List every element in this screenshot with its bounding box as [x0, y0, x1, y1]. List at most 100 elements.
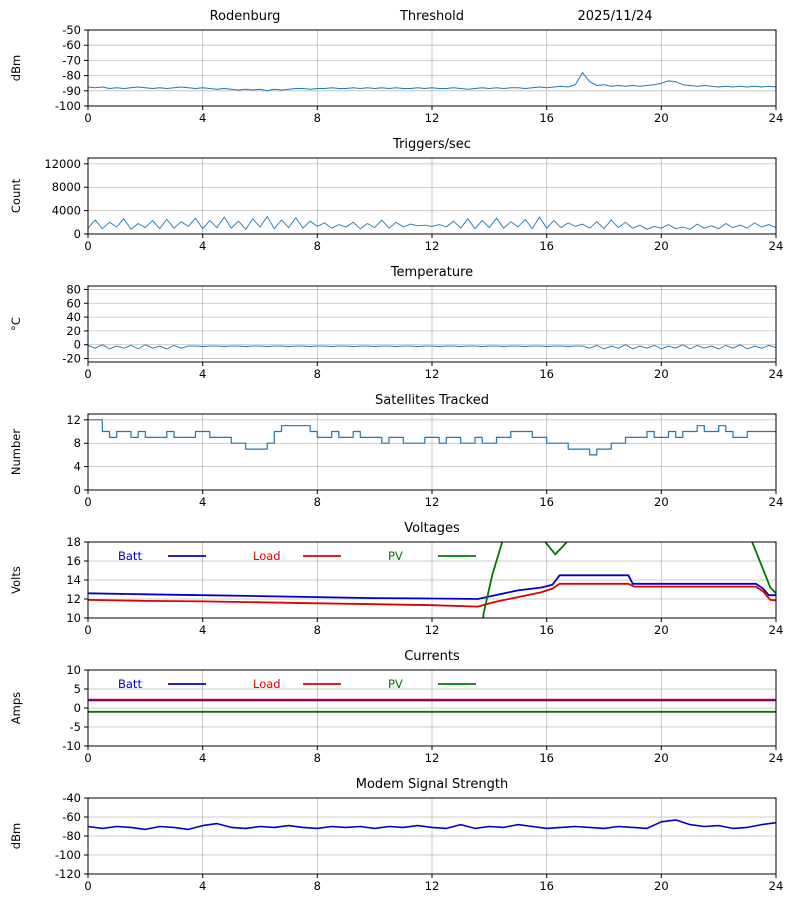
- legend-label-batt: Batt: [118, 549, 142, 563]
- chart-threshold: 0 4 8 12 16 20 24 -50 -60 -70 -80 -90 -100 dBm Rodenbu…: [0, 4, 800, 132]
- x-tick-label: 16: [539, 239, 554, 253]
- legend-label-batt: Batt: [118, 677, 142, 691]
- y-tick-label: -60: [62, 810, 81, 824]
- y-axis-label: Amps: [9, 692, 23, 724]
- x-tick-label: 4: [199, 495, 206, 509]
- y-tick-label: 40: [66, 310, 81, 324]
- x-tick-label: 4: [199, 623, 206, 637]
- x-tick-label: 0: [84, 111, 91, 125]
- x-tick-label: 0: [84, 239, 91, 253]
- chart-svg-voltages: 0 4 8 12 16 20 24 10 12 14 16 18 Volts Voltages Batt Lo…: [9, 521, 784, 637]
- x-tick-label: 20: [654, 623, 669, 637]
- x-tick-label: 4: [199, 239, 206, 253]
- x-tick-label: 16: [539, 367, 554, 381]
- chart-satellites: 0 4 8 12 16 20 24 0 4 8 12 Number Satellites Tracked: [0, 388, 800, 516]
- y-tick-label: 10: [66, 611, 81, 625]
- y-tick-label: -20: [62, 352, 81, 366]
- x-tick-label: 8: [314, 879, 321, 893]
- x-tick-label: 12: [425, 495, 440, 509]
- x-tick-label: 0: [84, 751, 91, 765]
- chart-title: Satellites Tracked: [375, 393, 489, 408]
- x-tick-label: 20: [654, 111, 669, 125]
- y-axis-label: Count: [9, 178, 23, 213]
- series-signal-dbm: [88, 72, 776, 92]
- y-tick-label: 0: [74, 227, 81, 241]
- x-tick-label: 24: [769, 751, 784, 765]
- series-modem-dbm: [88, 819, 776, 831]
- y-tick-label: -5: [70, 720, 81, 734]
- x-tick-label: 8: [314, 623, 321, 637]
- x-tick-label: 16: [539, 751, 554, 765]
- y-axis-label: dBm: [9, 55, 23, 81]
- x-tick-label: 24: [769, 623, 784, 637]
- x-tick-label: 4: [199, 367, 206, 381]
- chart-svg-threshold: 0 4 8 12 16 20 24 -50-60-70 -80-90-100 dBm Rodenbu…: [9, 9, 784, 125]
- chart-title: Threshold: [399, 9, 464, 24]
- x-tick-label: 16: [539, 623, 554, 637]
- x-tick-label: 8: [314, 495, 321, 509]
- series-load-volts: [88, 582, 776, 608]
- chart-title: Voltages: [404, 521, 460, 536]
- y-tick-label: -40: [62, 791, 81, 805]
- y-tick-label: 0: [74, 701, 81, 715]
- x-tick-label: 4: [199, 879, 206, 893]
- chart-title: Modem Signal Strength: [356, 777, 509, 792]
- y-tick-label: -80: [62, 829, 81, 843]
- y-tick-label: -70: [62, 53, 81, 67]
- chart-svg-currents: 0 4 8 12 16 20 24 -10 -5 0 5 10 Amps Currents Batt Load…: [9, 649, 784, 765]
- x-tick-label: 12: [425, 751, 440, 765]
- y-tick-label: 12000: [44, 157, 81, 171]
- y-axis-label: Number: [9, 429, 23, 475]
- y-tick-label: 5: [74, 682, 81, 696]
- legend-label-load: Load: [253, 549, 281, 563]
- charts-stack: 0 4 8 12 16 20 24 -50 -60 -70 -80 -90 -100 dBm Rodenbu…: [0, 4, 800, 900]
- series-pv-volts: [482, 542, 776, 618]
- x-tick-label: 20: [654, 367, 669, 381]
- chart-voltages: 0 4 8 12 16 20 24 10 12 14 16 18 Volts Voltages Batt Lo…: [0, 516, 800, 644]
- x-tick-label: 12: [425, 239, 440, 253]
- y-tick-label: 60: [66, 296, 81, 310]
- x-tick-label: 24: [769, 111, 784, 125]
- x-tick-label: 0: [84, 879, 91, 893]
- y-tick-label: -60: [62, 38, 81, 52]
- y-tick-label: 12: [66, 592, 81, 606]
- x-tick-label: 12: [425, 623, 440, 637]
- x-tick-label: 20: [654, 495, 669, 509]
- series-triggers-per-sec: [88, 216, 776, 230]
- chart-title: Temperature: [390, 265, 473, 280]
- y-tick-label: -50: [62, 23, 81, 37]
- chart-svg-satellites: 0 4 8 12 16 20 24 0 4 8 12 Number Satellites Tracked: [9, 393, 783, 509]
- legend-label-load: Load: [253, 677, 281, 691]
- y-tick-label: 8000: [52, 180, 81, 194]
- y-axis-label: °C: [9, 317, 23, 331]
- x-tick-label: 24: [769, 367, 784, 381]
- x-tick-label: 12: [425, 367, 440, 381]
- series-temperature-c: [88, 344, 776, 350]
- x-tick-label: 8: [314, 111, 321, 125]
- x-tick-label: 20: [654, 751, 669, 765]
- x-tick-label: 12: [425, 879, 440, 893]
- y-tick-label: 18: [66, 535, 81, 549]
- legend-label-pv: PV: [388, 677, 403, 691]
- y-tick-label: -10: [62, 739, 81, 753]
- chart-svg-triggers: 0 4 8 12 16 20 24 0 4000 8000 12000 Count Triggers/s…: [9, 137, 783, 253]
- x-tick-label: 24: [769, 879, 784, 893]
- y-tick-label: -100: [55, 848, 81, 862]
- y-tick-label: -100: [55, 99, 81, 113]
- x-tick-label: 0: [84, 367, 91, 381]
- chart-currents: 0 4 8 12 16 20 24 -10 -5 0 5 10 Amps Currents Batt Load…: [0, 644, 800, 772]
- y-tick-label: 0: [74, 338, 81, 352]
- y-tick-label: 16: [66, 554, 81, 568]
- y-tick-label: -120: [55, 867, 81, 881]
- x-tick-label: 4: [199, 111, 206, 125]
- x-tick-label: 8: [314, 239, 321, 253]
- x-tick-label: 16: [539, 495, 554, 509]
- y-tick-label: 10: [66, 663, 81, 677]
- date-label: 2025/11/24: [578, 9, 653, 24]
- y-axis-label: Volts: [9, 566, 23, 594]
- x-tick-label: 8: [314, 751, 321, 765]
- x-tick-label: 0: [84, 495, 91, 509]
- x-tick-label: 0: [84, 623, 91, 637]
- series-satellites-tracked: [88, 419, 776, 456]
